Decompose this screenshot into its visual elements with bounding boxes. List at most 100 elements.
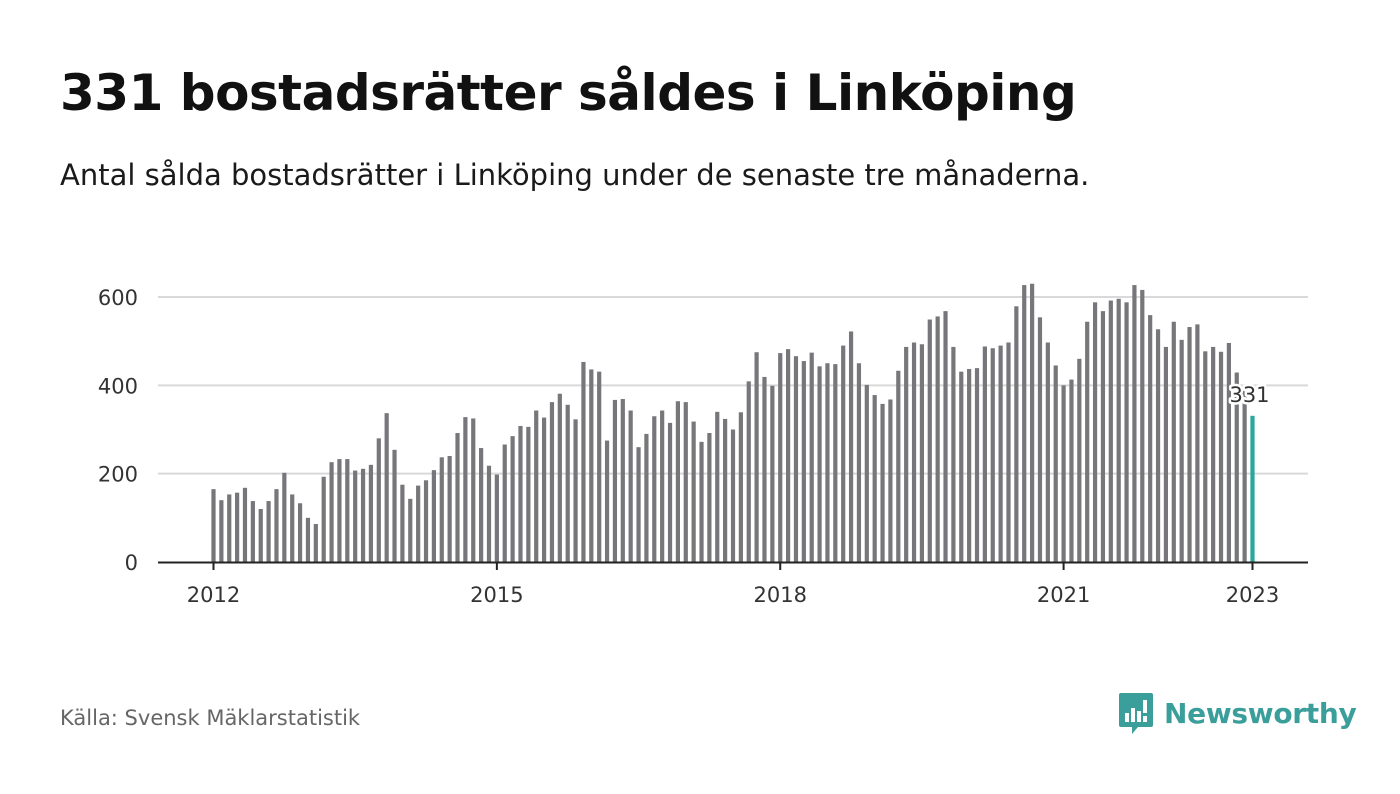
bar [337, 459, 342, 562]
bar [1100, 311, 1106, 562]
bars [211, 283, 1255, 563]
bar [856, 363, 862, 562]
brand-logo: Newsworthy [1118, 690, 1357, 736]
bar [360, 468, 366, 562]
bar [667, 422, 673, 563]
bar [392, 449, 397, 562]
bar [644, 433, 649, 562]
bar [707, 433, 712, 562]
x-tick-label: 2012 [187, 583, 240, 607]
source-note: Källa: Svensk Mäklarstatistik [60, 706, 361, 730]
bar [400, 484, 405, 562]
bar [1155, 329, 1161, 562]
bar [573, 419, 578, 562]
bar [274, 489, 279, 563]
bar [1148, 315, 1153, 562]
bar [691, 421, 696, 562]
bar [494, 474, 499, 562]
bar [675, 401, 680, 562]
bar [848, 331, 854, 562]
bar [439, 457, 444, 562]
bar [305, 517, 311, 562]
bar [1045, 342, 1050, 562]
y-tick-label: 400 [98, 374, 138, 398]
bar [1053, 365, 1058, 562]
bar [825, 363, 830, 562]
bar [1061, 385, 1066, 562]
bar [471, 418, 476, 562]
bar [266, 501, 271, 562]
bar [408, 498, 413, 562]
bar [801, 361, 806, 562]
bar [1069, 379, 1074, 562]
bar [581, 361, 586, 562]
bar [565, 404, 570, 562]
bar [219, 500, 224, 562]
bar [1218, 351, 1224, 562]
bar [1014, 306, 1019, 562]
bar [636, 447, 641, 562]
bar [345, 459, 350, 562]
bar [762, 376, 767, 562]
bar [1022, 285, 1027, 562]
bar [1195, 324, 1200, 562]
bar [1132, 285, 1137, 562]
bar [974, 368, 980, 562]
bar [1030, 283, 1035, 562]
x-tick-label: 2021 [1037, 583, 1090, 607]
bar [1179, 339, 1184, 562]
bar [864, 384, 869, 562]
bar [888, 399, 893, 562]
bar [329, 462, 334, 562]
bar [754, 352, 759, 562]
bar [376, 438, 381, 562]
bar [911, 342, 917, 562]
bar [447, 456, 452, 562]
bar [809, 352, 814, 562]
y-tick-label: 200 [98, 463, 138, 487]
bar [1163, 346, 1169, 562]
x-tick-label: 2018 [754, 583, 807, 607]
bar [1242, 385, 1247, 562]
highlight-value-label: 331 [1229, 383, 1269, 407]
bar [683, 402, 688, 562]
bar [534, 410, 539, 562]
bar [833, 364, 838, 562]
bar [526, 426, 531, 562]
bar [486, 465, 492, 562]
bar [1203, 351, 1208, 562]
bar [455, 433, 460, 562]
bar [990, 348, 995, 562]
bar [770, 385, 775, 562]
bar [416, 485, 421, 562]
bar [786, 349, 791, 562]
bar [431, 470, 436, 562]
bar [817, 366, 822, 562]
bar [896, 370, 901, 562]
bar [959, 371, 964, 562]
bar [549, 402, 555, 562]
bar [746, 381, 751, 562]
bar [282, 472, 287, 562]
bar [541, 417, 547, 562]
newsworthy-logo-icon [1119, 693, 1153, 734]
bar [1092, 302, 1098, 562]
bar [880, 403, 885, 562]
x-tick-label: 2023 [1226, 583, 1279, 607]
bar [1116, 298, 1121, 562]
bar [297, 503, 303, 562]
y-axis-labels: 0 200 400 600 [98, 286, 138, 575]
bar [321, 476, 326, 562]
bar [982, 346, 987, 562]
bar [502, 444, 507, 562]
bar [557, 393, 562, 562]
bar [589, 369, 594, 562]
bar [518, 425, 523, 562]
bar [604, 440, 610, 562]
bar [998, 345, 1003, 562]
y-tick-label: 0 [125, 551, 138, 575]
bar [967, 368, 972, 562]
bar [660, 410, 665, 562]
bar [612, 399, 618, 562]
brand-name: Newsworthy [1164, 696, 1357, 730]
